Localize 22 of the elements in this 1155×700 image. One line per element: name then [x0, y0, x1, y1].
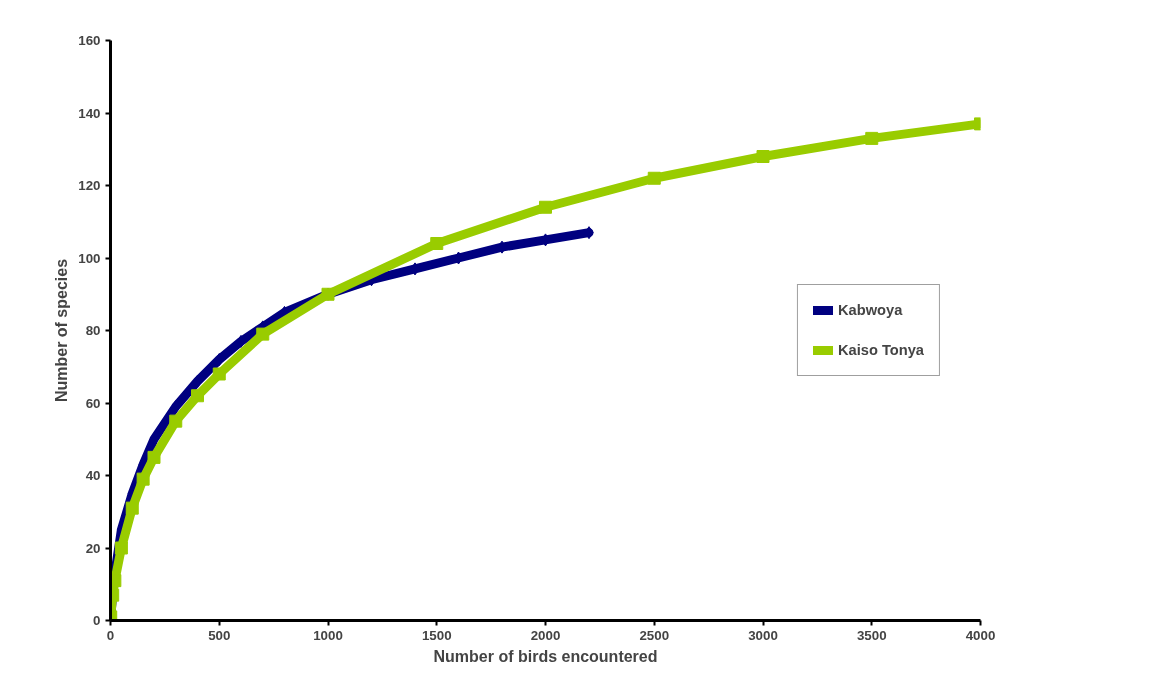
- x-tick-label: 3500: [856, 627, 887, 643]
- x-tick-label: 1500: [421, 627, 452, 643]
- y-tick-label: 100: [78, 250, 101, 266]
- x-tick-label: 2500: [639, 627, 670, 643]
- y-axis-title: Number of species: [53, 258, 71, 403]
- x-tick-label: 4000: [965, 627, 996, 643]
- y-tick-label: 20: [85, 540, 101, 556]
- x-tick-label: 3000: [748, 627, 778, 643]
- x-axis-title: Number of birds encountered: [433, 647, 658, 665]
- x-tick-label: 500: [208, 627, 231, 643]
- x-tick-label: 1000: [313, 627, 343, 643]
- y-tick-label: 120: [78, 178, 101, 193]
- y-tick-label: 0: [93, 613, 101, 628]
- y-tick-label: 80: [85, 323, 101, 338]
- y-tick-label: 40: [85, 468, 101, 483]
- legend-label: Kabwoya: [837, 302, 903, 318]
- x-tick-label: 2000: [530, 627, 561, 643]
- legend-label: Kaiso Tonya: [837, 342, 924, 358]
- y-tick-label: 140: [78, 105, 101, 121]
- y-tick-label: 160: [78, 33, 101, 48]
- y-tick-label: 60: [85, 395, 101, 411]
- x-tick-label: 0: [106, 627, 115, 643]
